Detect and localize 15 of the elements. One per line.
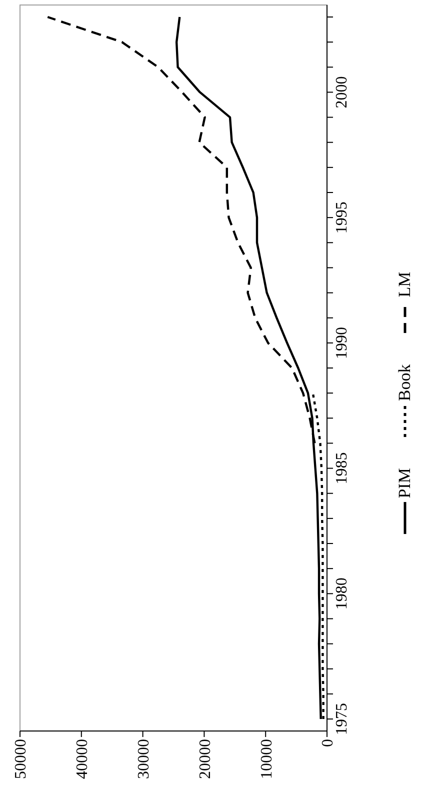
- y-tick-label: 1975: [333, 703, 350, 735]
- x-tick-label: 10000: [258, 739, 276, 779]
- x-tick-label: 50000: [12, 739, 30, 779]
- text: LM: [395, 272, 415, 298]
- text: Book: [395, 364, 415, 402]
- x-tick-label: 30000: [135, 739, 152, 779]
- x-tick-label: 40000: [74, 739, 92, 779]
- y-tick-label: 1980: [333, 578, 350, 610]
- x-tick-label: 0: [320, 739, 337, 747]
- y-tick-label: 1995: [333, 202, 350, 234]
- y-tick-label: 1985: [333, 452, 350, 484]
- y-tick-label: 1990: [333, 326, 350, 359]
- x-tick-label: 20000: [196, 739, 214, 779]
- y-tick-label: 2000: [333, 76, 350, 108]
- text: PIM: [395, 468, 415, 498]
